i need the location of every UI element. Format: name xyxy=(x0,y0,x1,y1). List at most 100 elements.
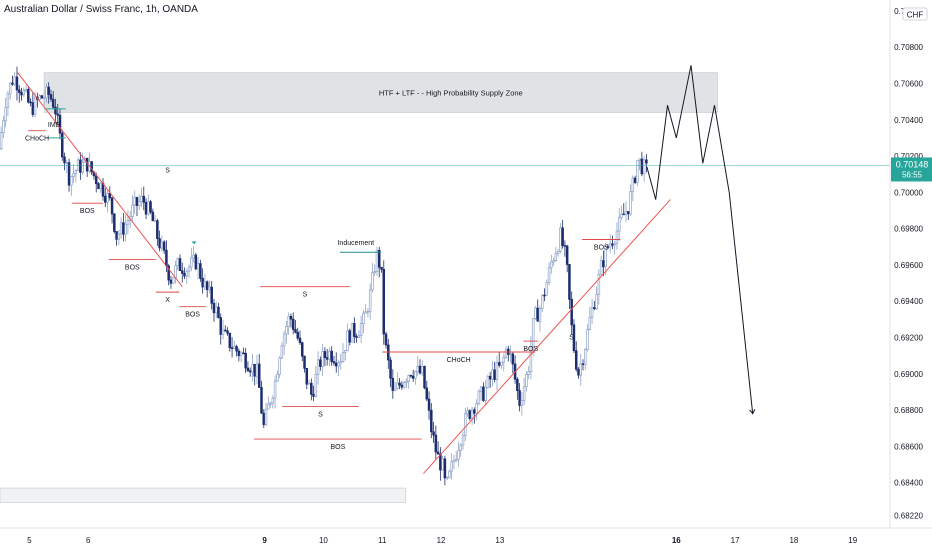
candle-body-76 xyxy=(171,277,175,284)
candle-body-128 xyxy=(289,315,293,320)
candle-body-111 xyxy=(251,363,254,373)
candle-body-24 xyxy=(54,106,57,115)
candle-body-117 xyxy=(264,408,268,426)
candle-body-139 xyxy=(314,373,318,397)
price-tick-5: 0.69200 xyxy=(894,333,923,342)
candle-body-177 xyxy=(400,384,404,388)
candle-body-124 xyxy=(280,345,284,359)
candle-body-87 xyxy=(196,263,200,270)
candle-body-257 xyxy=(581,363,585,365)
currency-label: CHF xyxy=(907,11,924,20)
candle-body-226 xyxy=(511,353,515,365)
candle-body-136 xyxy=(307,382,311,385)
candle-body-175 xyxy=(396,382,399,389)
trendline-0 xyxy=(17,72,183,287)
candle-body-95 xyxy=(214,306,218,314)
candle-body-143 xyxy=(323,351,327,358)
candle-body-47 xyxy=(106,192,109,203)
candle-body-233 xyxy=(527,371,530,375)
candle-body-26 xyxy=(58,114,62,134)
candle-body-215 xyxy=(486,375,490,388)
candle-body-70 xyxy=(158,238,161,249)
candle-body-277 xyxy=(627,211,630,215)
candle-body-237 xyxy=(536,307,539,322)
time-tick-5: 12 xyxy=(437,536,446,545)
currency-box[interactable] xyxy=(902,7,928,21)
candle-body-27 xyxy=(61,132,64,158)
candle-body-169 xyxy=(382,268,386,335)
candle-body-167 xyxy=(377,250,381,268)
candle-body-282 xyxy=(638,158,641,161)
time-tick-8: 17 xyxy=(731,536,740,545)
price-tick-11: 0.70400 xyxy=(894,116,923,125)
candle-body-156 xyxy=(353,323,356,337)
candle-body-266 xyxy=(602,260,605,268)
candle-body-225 xyxy=(509,353,512,356)
candle-body-51 xyxy=(115,231,118,240)
time-tick-1: 6 xyxy=(86,536,91,545)
zones-layer xyxy=(0,72,718,503)
candle-body-114 xyxy=(257,363,261,388)
candle-body-236 xyxy=(534,307,537,319)
candle-body-11 xyxy=(24,89,28,91)
candle-body-66 xyxy=(149,201,152,213)
candle-body-108 xyxy=(244,352,247,369)
level-label-3: X xyxy=(165,297,170,304)
candle-body-6 xyxy=(13,76,16,85)
candle-body-3 xyxy=(6,93,10,108)
candle-body-79 xyxy=(178,258,182,272)
time-axis[interactable]: 5 6 9 10 11 12 13 16 17 18 19 xyxy=(27,536,858,545)
candle-body-10 xyxy=(22,90,26,96)
candle-body-265 xyxy=(599,260,603,275)
candle-body-158 xyxy=(357,335,361,338)
level-label-6: S xyxy=(318,411,323,418)
annotation-1: Inducement xyxy=(337,240,374,247)
candle-body-33 xyxy=(74,170,78,174)
price-tick-9: 0.70000 xyxy=(894,188,923,197)
candle-body-268 xyxy=(606,246,610,248)
bar-countdown: 56:55 xyxy=(902,170,923,179)
candle-body-218 xyxy=(493,369,496,380)
candle-body-138 xyxy=(312,393,315,397)
candle-body-201 xyxy=(454,458,458,461)
annotation-2: S xyxy=(165,167,170,174)
candle-body-99 xyxy=(224,329,227,332)
candle-body-110 xyxy=(248,370,252,373)
candle-body-81 xyxy=(183,272,186,277)
candle-body-232 xyxy=(525,373,528,388)
candle-body-181 xyxy=(409,374,413,377)
candle-body-104 xyxy=(235,346,238,352)
candle-body-245 xyxy=(554,253,558,261)
candle-body-18 xyxy=(40,95,44,99)
candle-body-67 xyxy=(151,211,155,222)
candle-body-263 xyxy=(595,293,598,310)
candle-body-106 xyxy=(239,352,243,357)
candle-body-30 xyxy=(67,162,71,186)
candle-body-182 xyxy=(411,375,415,379)
candle-body-193 xyxy=(436,451,440,455)
time-tick-10: 19 xyxy=(848,536,857,545)
candle-body-171 xyxy=(387,344,390,361)
candle-body-253 xyxy=(572,324,576,352)
candle-body-129 xyxy=(291,318,295,330)
candle-body-269 xyxy=(608,243,612,248)
price-tick-0: 0.68220 xyxy=(894,511,923,520)
candle-body-179 xyxy=(405,380,408,384)
candle-body-188 xyxy=(425,387,429,400)
price-tick-4: 0.69000 xyxy=(894,370,923,379)
time-tick-3: 10 xyxy=(319,536,328,545)
candle-body-238 xyxy=(538,308,542,322)
candle-body-9 xyxy=(20,92,23,96)
candle-body-21 xyxy=(47,86,50,95)
candle-body-239 xyxy=(541,294,544,310)
candle-body-60 xyxy=(135,197,139,206)
chart-title: Australian Dollar / Swiss Franc, 1h, OAN… xyxy=(4,4,198,15)
candle-body-150 xyxy=(339,361,342,364)
candle-body-35 xyxy=(79,159,82,173)
candle-body-204 xyxy=(461,435,465,446)
annotation-0: IMB xyxy=(48,122,61,129)
price-axis[interactable]: 0.68220 0.68400 0.68600 0.68800 0.69000 0.692… xyxy=(894,7,923,520)
candle-body-17 xyxy=(38,95,41,100)
candle-body-246 xyxy=(556,250,560,255)
